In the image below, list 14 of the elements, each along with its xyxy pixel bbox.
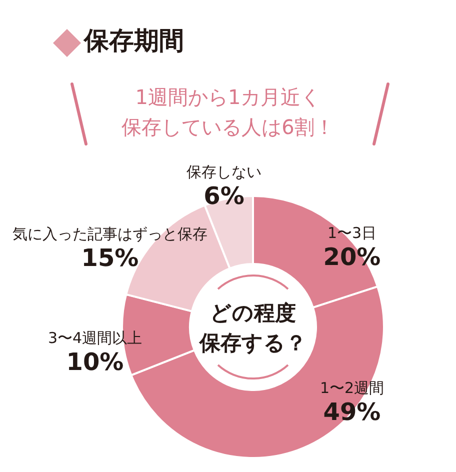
data-label: 15% <box>81 244 139 272</box>
slice-label: 気に入った記事はずっと保存 <box>12 225 208 243</box>
text: 保存している人は6割！ <box>120 114 336 141</box>
slice-label: 1〜3日 <box>327 224 377 242</box>
slice-label: 1〜2週間 <box>320 379 384 397</box>
data-label: 49% <box>323 398 381 426</box>
data-label: 10% <box>66 348 124 376</box>
chart-subtitle: 1週間から1カ月近く <box>134 84 322 111</box>
data-label: 6% <box>204 182 244 210</box>
slice-label: 保存しない <box>186 163 262 181</box>
slice-label: 3〜4週間以上 <box>48 329 142 347</box>
chart-title: 保存期間 <box>84 26 184 56</box>
text: 保存する？ <box>198 331 306 355</box>
text: どの程度 <box>210 301 296 325</box>
